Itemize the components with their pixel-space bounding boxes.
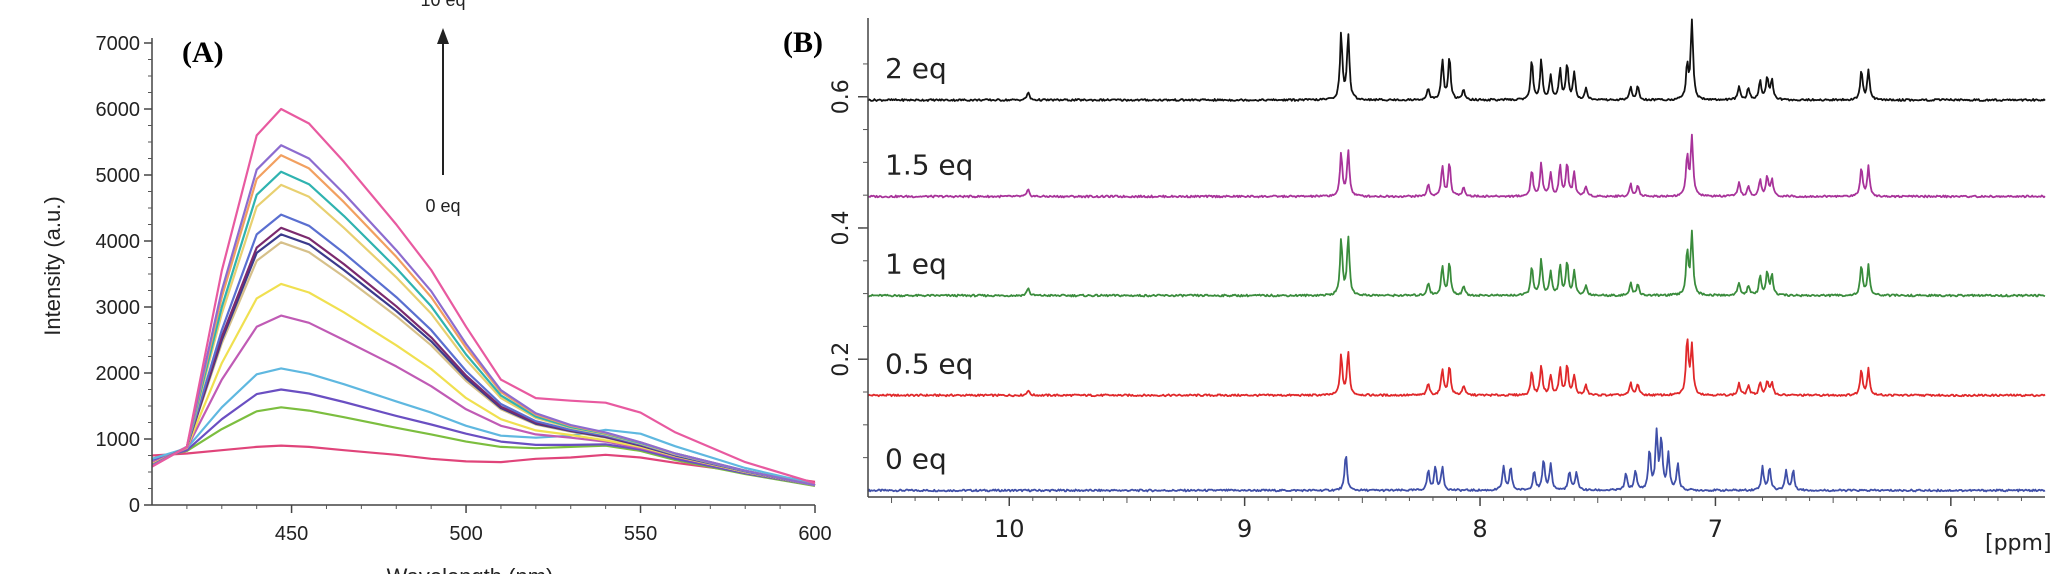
y-tick-label: 6000 bbox=[96, 99, 141, 121]
nmr-series-label: 0 eq bbox=[885, 442, 947, 475]
nmr-y-ticks: 0.2 0.4 0.6 bbox=[829, 63, 868, 459]
fluorescence-curves bbox=[151, 107, 816, 487]
annotation-0eq: 0 eq bbox=[425, 196, 460, 216]
fluorescence-curve bbox=[151, 444, 816, 483]
nmr-x-tick-label: 7 bbox=[1708, 515, 1723, 543]
y-tick-label: 1000 bbox=[96, 429, 141, 451]
fluorescence-curve bbox=[151, 367, 816, 485]
nmr-spectrum bbox=[867, 18, 2046, 102]
fluorescence-curve bbox=[151, 314, 816, 487]
fluorescence-curve bbox=[151, 154, 816, 487]
fluorescence-chart: 0 1000 2000 3000 4000 5000 6000 7000 450 500 550 6… bbox=[40, 0, 832, 579]
nmr-series-label: 1 eq bbox=[885, 248, 947, 281]
annotation-10eq: 10 eq bbox=[420, 0, 465, 10]
nmr-x-tick-label: 9 bbox=[1237, 515, 1252, 543]
fluorescence-curve bbox=[151, 282, 816, 487]
x-ticks: 450 500 550 600 bbox=[186, 505, 832, 545]
nmr-x-ticks: 10 9 8 7 6 bbox=[891, 497, 2022, 543]
x-tick-label: 500 bbox=[449, 523, 482, 545]
nmr-y-tick-label: 0.4 bbox=[829, 210, 854, 245]
fluorescence-curve bbox=[151, 144, 816, 487]
x-tick-label: 600 bbox=[798, 523, 831, 545]
x-tick-label: 450 bbox=[275, 523, 308, 545]
fluorescence-curve bbox=[151, 107, 816, 485]
nmr-y-tick-label: 0.6 bbox=[829, 79, 854, 114]
fluorescence-curve bbox=[151, 388, 816, 487]
nmr-spectra bbox=[867, 18, 2046, 493]
nmr-x-tick-label: 8 bbox=[1472, 515, 1487, 543]
x-tick-label: 550 bbox=[624, 523, 657, 545]
nmr-spectrum bbox=[867, 338, 2046, 398]
y-ticks: 0 1000 2000 3000 4000 5000 6000 7000 bbox=[96, 33, 152, 517]
y-tick-label: 2000 bbox=[96, 363, 141, 385]
nmr-series-label: 1.5 eq bbox=[885, 148, 973, 181]
nmr-spectrum bbox=[867, 229, 2046, 298]
y-tick-label: 4000 bbox=[96, 231, 141, 253]
ppm-unit-label: [ppm] bbox=[1985, 531, 2052, 556]
nmr-series-label: 2 eq bbox=[885, 52, 947, 85]
y-axis-label: Intensity (a.u.) bbox=[40, 196, 65, 335]
fluorescence-curve bbox=[151, 406, 816, 487]
panel-label-b: (B) bbox=[783, 26, 823, 59]
nmr-series-labels: 0 eq 0.5 eq 1 eq 1.5 eq 2 eq bbox=[885, 52, 973, 475]
nmr-x-tick-label: 10 bbox=[994, 515, 1025, 543]
nmr-spectrum bbox=[867, 133, 2046, 199]
panel-label-a: (A) bbox=[182, 36, 224, 69]
x-axis-label: Wavelength (nm) bbox=[387, 564, 554, 574]
nmr-x-tick-label: 6 bbox=[1943, 515, 1958, 543]
y-tick-label: 0 bbox=[129, 495, 140, 517]
y-tick-label: 5000 bbox=[96, 165, 141, 187]
y-tick-label: 3000 bbox=[96, 297, 141, 319]
y-tick-label: 7000 bbox=[96, 33, 141, 55]
nmr-y-tick-label: 0.2 bbox=[829, 342, 854, 377]
arrowhead-icon bbox=[437, 28, 449, 44]
nmr-spectrum bbox=[867, 427, 2046, 493]
nmr-chart: 0 eq 0.5 eq 1 eq 1.5 eq 2 eq 0.2 0.4 0.6 10 9 8 7… bbox=[783, 18, 2052, 556]
nmr-series-label: 0.5 eq bbox=[885, 347, 973, 380]
